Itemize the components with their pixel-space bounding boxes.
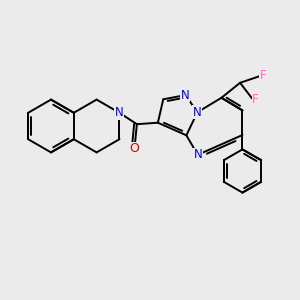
Text: N: N — [181, 88, 190, 102]
Text: O: O — [129, 142, 139, 155]
Text: F: F — [252, 93, 259, 106]
Text: F: F — [260, 69, 266, 82]
Text: N: N — [193, 106, 202, 119]
Text: N: N — [194, 148, 202, 161]
Text: N: N — [115, 106, 124, 119]
